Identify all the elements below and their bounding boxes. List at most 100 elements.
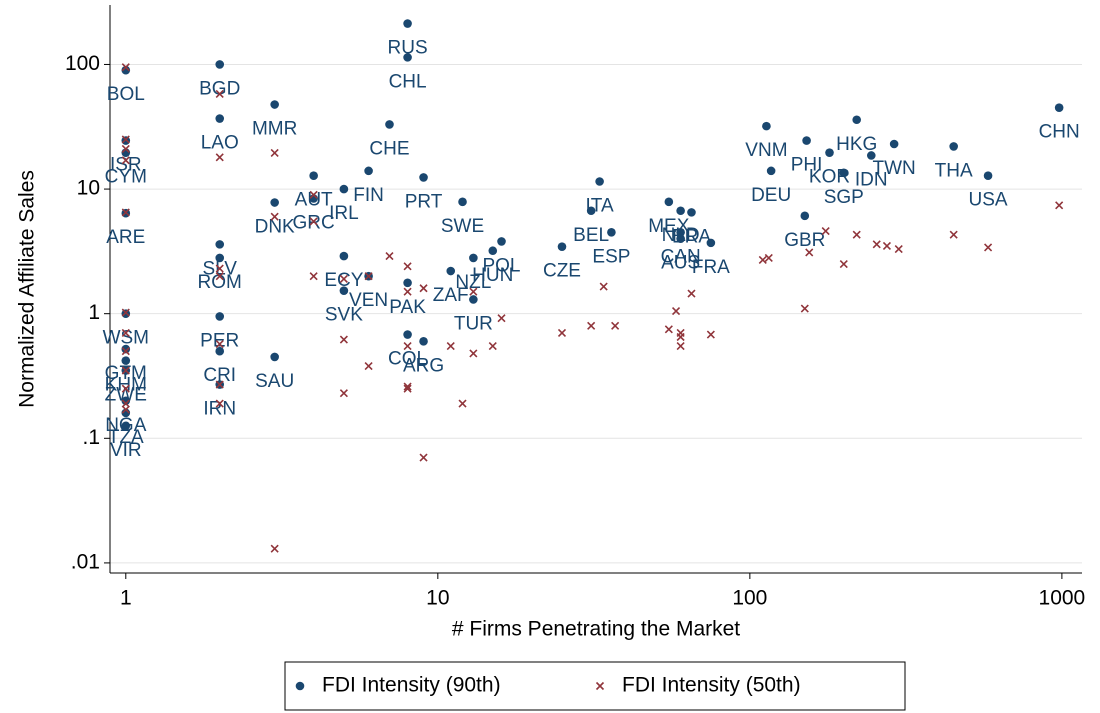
point	[339, 389, 348, 398]
point	[557, 242, 567, 251]
point	[339, 286, 349, 295]
point-label: ARE	[106, 227, 145, 248]
point	[676, 234, 685, 243]
point	[882, 241, 892, 250]
point-label: ARG	[403, 355, 444, 376]
point	[446, 266, 456, 276]
point	[121, 328, 130, 338]
legend-label: FDI Intensity (50th)	[622, 674, 801, 697]
point	[676, 227, 685, 237]
point	[121, 347, 130, 356]
point	[270, 352, 279, 362]
point	[339, 335, 348, 344]
point	[121, 65, 131, 75]
point	[949, 230, 958, 239]
point-label: IRL	[329, 203, 359, 224]
point	[121, 356, 131, 365]
x-axis-label: # Firms Penetrating the Market	[452, 618, 740, 641]
point-label: HUN	[472, 265, 513, 286]
point	[766, 166, 776, 176]
point	[270, 100, 279, 109]
point	[889, 139, 899, 149]
point	[758, 255, 767, 264]
point	[821, 227, 830, 236]
point	[764, 253, 773, 263]
point	[215, 346, 225, 356]
point	[949, 142, 958, 151]
point	[488, 246, 498, 256]
legend-marker	[295, 681, 305, 691]
point-label: THA	[935, 160, 973, 181]
point	[403, 330, 412, 339]
point	[309, 190, 318, 199]
point	[469, 253, 478, 263]
y-tick-label: 10	[77, 177, 100, 200]
point-label: SAU	[255, 371, 294, 392]
point-label: ISR	[110, 155, 142, 176]
point	[839, 168, 849, 178]
point-label: BOL	[107, 84, 145, 105]
point	[469, 287, 478, 296]
point	[121, 208, 130, 217]
point	[664, 197, 674, 207]
point	[488, 341, 497, 351]
point-label: MMR	[252, 119, 297, 140]
point-label: CHN	[1039, 122, 1080, 143]
point	[339, 274, 348, 284]
x-tick-label: 10	[426, 587, 449, 610]
point-label: BRA	[672, 226, 711, 247]
point-label: IDN	[855, 170, 888, 191]
point	[403, 382, 412, 391]
point	[403, 287, 412, 296]
point	[664, 325, 673, 334]
point	[671, 306, 681, 316]
point	[839, 260, 848, 269]
point	[215, 253, 225, 263]
point	[587, 321, 596, 330]
point	[458, 399, 467, 408]
point	[762, 121, 771, 131]
point	[121, 156, 130, 165]
point	[1055, 201, 1064, 210]
point-label: BGD	[199, 78, 240, 99]
point	[339, 251, 349, 261]
legend-marker	[595, 681, 605, 691]
point-label: CHL	[389, 71, 427, 92]
point-label: COL	[388, 349, 427, 370]
point-label: AUS	[661, 253, 700, 274]
point	[419, 173, 428, 182]
y-axis-label: Normalized Affiliate Sales	[16, 170, 39, 408]
point	[215, 240, 225, 249]
point-label: FIN	[353, 185, 384, 206]
point-label: SGP	[824, 187, 864, 208]
point	[215, 60, 225, 69]
point-label: TUR	[454, 314, 493, 335]
point	[403, 262, 412, 271]
point-label: WSM	[103, 328, 149, 349]
point	[364, 361, 373, 371]
point-label: SVK	[325, 305, 363, 326]
point-label: DEU	[751, 185, 791, 206]
legend-label: FDI Intensity (90th)	[322, 674, 501, 697]
point	[309, 217, 318, 226]
point-label: PAK	[389, 297, 426, 318]
point	[607, 227, 616, 237]
point	[802, 136, 811, 145]
legend-box	[284, 661, 906, 711]
point	[497, 237, 506, 246]
point	[215, 114, 225, 123]
point	[706, 238, 716, 248]
x-tick-label: 1000	[1039, 587, 1086, 610]
point-label: GBR	[784, 230, 825, 251]
point	[121, 308, 130, 317]
point-label: ESP	[592, 246, 630, 267]
y-tick-label: 100	[65, 52, 100, 75]
point	[419, 453, 428, 462]
point	[364, 272, 373, 281]
point	[215, 399, 224, 408]
point	[872, 240, 881, 249]
x-tick-label: 1	[120, 587, 132, 610]
point-label: KHM	[105, 375, 147, 396]
point	[215, 264, 224, 273]
point	[852, 230, 861, 239]
